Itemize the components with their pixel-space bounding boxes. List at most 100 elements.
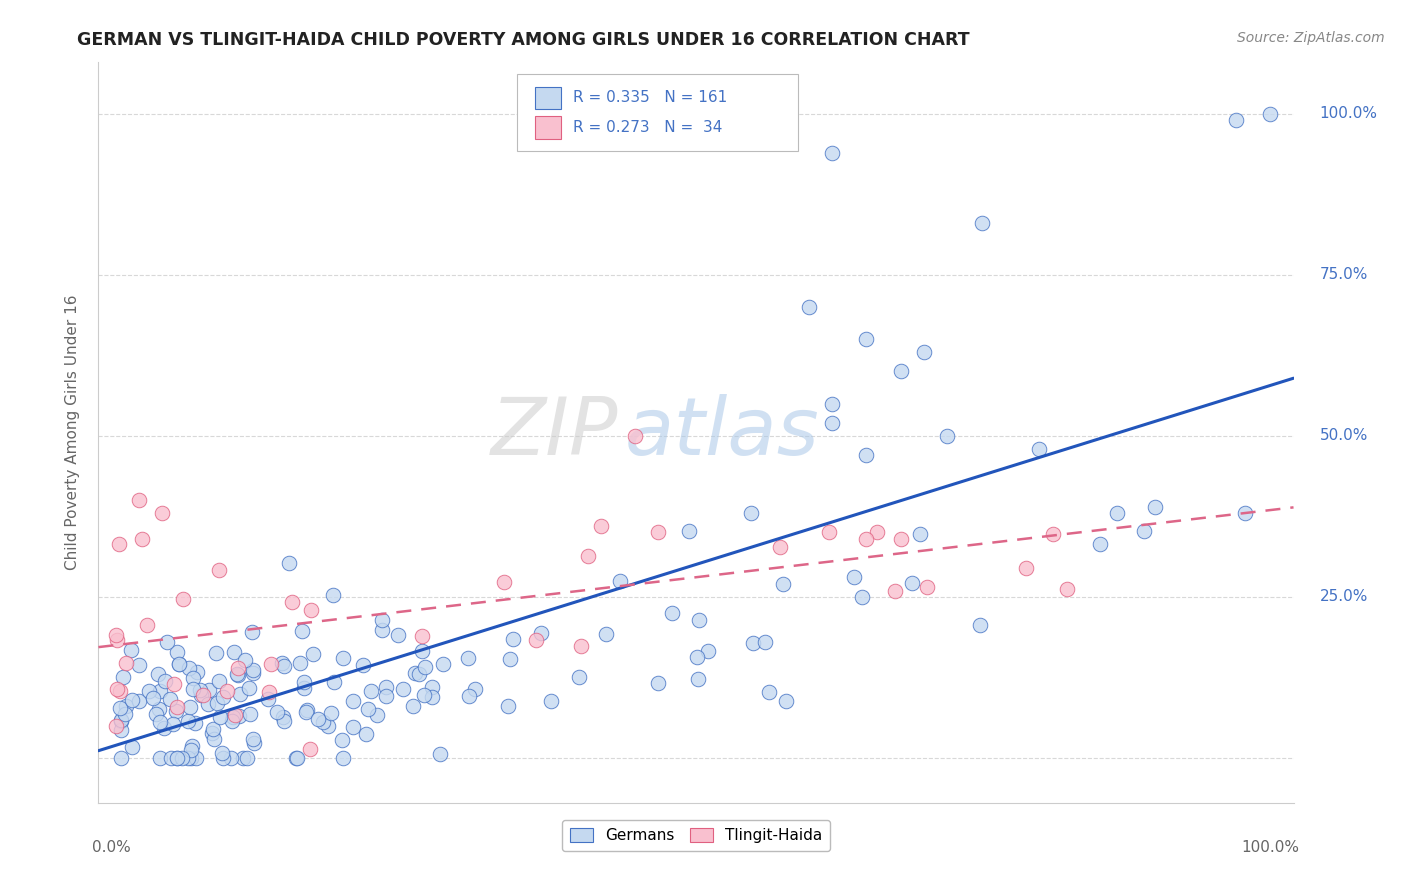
Point (323, 674, 346, 689)
Point (114, 699, 136, 714)
Point (820, 397, 842, 411)
Point (772, 577, 794, 591)
Point (330, 732, 353, 747)
Point (402, 699, 425, 714)
Point (208, 710, 231, 724)
Point (429, 747, 451, 761)
Point (307, 713, 329, 727)
Point (242, 731, 264, 746)
Point (775, 694, 797, 708)
Point (855, 332, 877, 346)
Point (271, 656, 294, 670)
Point (769, 540, 792, 554)
Point (111, 670, 134, 684)
Point (285, 750, 308, 764)
Point (298, 742, 321, 756)
Point (820, 145, 842, 160)
Point (181, 739, 204, 753)
Point (172, 750, 194, 764)
Text: 100.0%: 100.0% (1320, 106, 1378, 121)
Point (222, 710, 245, 724)
Point (215, 684, 238, 698)
Point (420, 690, 443, 704)
Point (624, 429, 647, 443)
Point (233, 653, 256, 667)
Point (228, 709, 250, 723)
Point (108, 701, 131, 715)
Point (135, 617, 157, 632)
Point (342, 720, 364, 734)
Point (257, 692, 280, 706)
Point (697, 644, 720, 658)
Point (180, 743, 202, 757)
Point (243, 736, 266, 750)
Point (190, 689, 212, 703)
Point (360, 684, 382, 698)
Point (238, 681, 260, 695)
Point (318, 718, 340, 732)
Point (153, 674, 176, 689)
Point (211, 750, 233, 764)
Point (890, 364, 912, 378)
Point (229, 687, 252, 701)
Point (357, 702, 380, 716)
Point (159, 692, 181, 706)
Point (138, 684, 160, 698)
Point (936, 429, 959, 443)
Point (371, 623, 394, 637)
Point (177, 714, 200, 728)
Text: 100.0%: 100.0% (1241, 840, 1299, 855)
Point (120, 642, 142, 657)
Point (404, 665, 426, 680)
Text: 25.0%: 25.0% (1320, 590, 1368, 604)
Point (266, 705, 288, 719)
Point (167, 657, 190, 671)
Text: 50.0%: 50.0% (1320, 428, 1368, 443)
Point (145, 706, 167, 721)
Point (678, 524, 700, 538)
Point (458, 689, 481, 703)
Point (177, 661, 200, 675)
Point (156, 635, 179, 649)
Point (153, 721, 176, 735)
Point (661, 607, 683, 621)
Point (366, 708, 388, 723)
Point (1015, 561, 1038, 575)
Point (150, 506, 173, 520)
Point (915, 580, 938, 594)
Point (273, 659, 295, 673)
Point (114, 706, 136, 721)
Point (1090, 536, 1112, 550)
Point (901, 576, 924, 591)
Point (969, 618, 991, 632)
Point (291, 624, 314, 639)
Point (242, 666, 264, 681)
Point (294, 705, 316, 719)
Text: R = 0.335   N = 161: R = 0.335 N = 161 (572, 90, 727, 105)
Point (221, 714, 243, 728)
Point (970, 216, 993, 230)
Point (146, 667, 169, 681)
Point (205, 646, 228, 660)
Point (568, 670, 591, 684)
Point (411, 629, 433, 643)
Point (890, 532, 912, 546)
Point (159, 750, 181, 764)
Point (912, 345, 935, 359)
Point (226, 661, 249, 675)
Point (866, 525, 889, 540)
Point (200, 726, 222, 740)
Point (202, 732, 225, 747)
Point (332, 651, 354, 665)
Point (530, 626, 553, 640)
Point (1028, 442, 1050, 456)
Point (260, 657, 283, 672)
FancyBboxPatch shape (517, 73, 797, 152)
Point (219, 750, 242, 764)
Point (457, 651, 479, 665)
Point (411, 643, 433, 657)
Point (169, 657, 191, 671)
Point (208, 563, 231, 577)
Point (464, 681, 486, 696)
Point (295, 703, 318, 717)
